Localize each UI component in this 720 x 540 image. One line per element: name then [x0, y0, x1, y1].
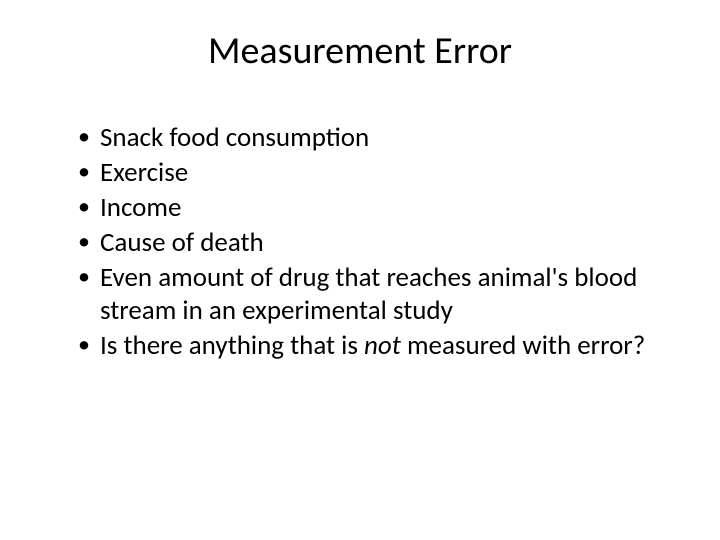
bullet-item-question: Is there anything that is not measured w… — [78, 330, 670, 363]
bullet-item: Snack food consumption — [78, 122, 670, 155]
bullet-item: Exercise — [78, 157, 670, 190]
text-italic: not — [364, 329, 401, 362]
slide-title: Measurement Error — [50, 28, 670, 74]
text-suffix: measured with error? — [401, 329, 645, 362]
bullet-item: Income — [78, 192, 670, 225]
bullet-list: Snack food consumption Exercise Income C… — [50, 122, 670, 363]
bullet-item: Cause of death — [78, 227, 670, 260]
slide-container: Measurement Error Snack food consumption… — [0, 0, 720, 540]
bullet-item: Even amount of drug that reaches animal'… — [78, 262, 670, 328]
text-prefix: Is there anything that is — [100, 329, 364, 362]
